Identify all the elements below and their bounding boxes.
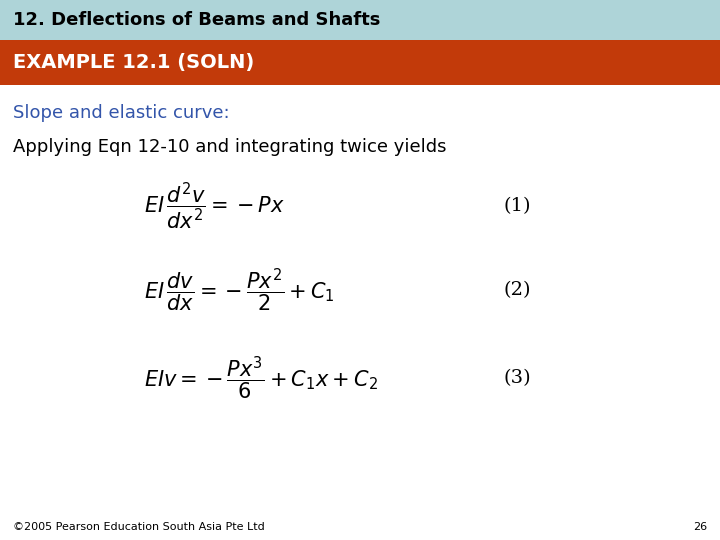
Text: Slope and elastic curve:: Slope and elastic curve: [13, 104, 230, 123]
Text: EXAMPLE 12.1 (SOLN): EXAMPLE 12.1 (SOLN) [13, 53, 254, 72]
Bar [0, 0, 720, 40]
Text: Applying Eqn 12-10 and integrating twice yields: Applying Eqn 12-10 and integrating twice… [13, 138, 446, 156]
Text: $\mathit{EIv} = -\dfrac{\mathit{Px}^3}{6} + C_1 x + C_2$: $\mathit{EIv} = -\dfrac{\mathit{Px}^3}{6… [144, 354, 378, 402]
Text: (1): (1) [504, 197, 531, 215]
Text: (2): (2) [504, 281, 531, 300]
Text: 12. Deflections of Beams and Shafts: 12. Deflections of Beams and Shafts [13, 11, 380, 29]
Text: (3): (3) [504, 369, 531, 387]
Bar [0, 40, 720, 85]
Text: 26: 26 [693, 522, 707, 531]
Text: $\mathit{EI}\,\dfrac{d^2v}{dx^2} = -\mathit{Px}$: $\mathit{EI}\,\dfrac{d^2v}{dx^2} = -\mat… [144, 180, 284, 232]
Text: $\mathit{EI}\,\dfrac{dv}{dx} = -\dfrac{\mathit{Px}^2}{2} + C_1$: $\mathit{EI}\,\dfrac{dv}{dx} = -\dfrac{\… [144, 267, 335, 314]
Text: ©2005 Pearson Education South Asia Pte Ltd: ©2005 Pearson Education South Asia Pte L… [13, 522, 265, 531]
